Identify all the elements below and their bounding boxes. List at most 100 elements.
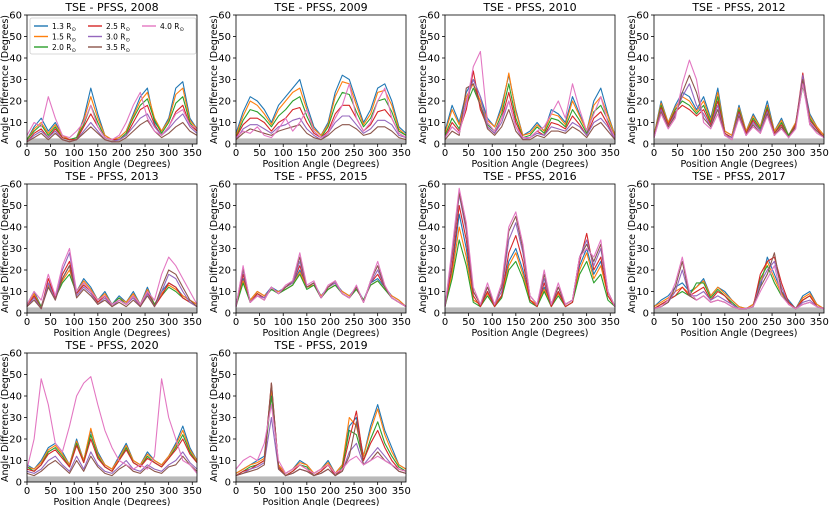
series-line-6 [235, 252, 407, 308]
x-axis-label: Position Angle (Degrees) [262, 159, 379, 170]
y-tick-label: 10 [9, 456, 22, 467]
x-tick-label: 100 [274, 148, 293, 159]
baseline-band [27, 138, 197, 144]
y-axis-label: Angle Difference (Degrees) [627, 184, 638, 313]
series-line-5 [26, 119, 198, 143]
y-tick-label: 40 [218, 392, 231, 403]
x-axis-label: Position Angle (Degrees) [471, 328, 588, 339]
x-tick-label: 250 [345, 317, 364, 328]
legend-label-text: 3.5 R [106, 43, 126, 52]
series-line-5 [235, 382, 407, 477]
x-tick-label: 300 [577, 317, 596, 328]
x-tick-label: 300 [786, 148, 805, 159]
y-tick-label: 10 [218, 456, 231, 467]
x-tick-label: 100 [483, 148, 502, 159]
y-tick-label: 20 [636, 97, 649, 108]
x-tick-label: 200 [321, 486, 340, 497]
baseline-band [654, 307, 824, 313]
legend-label-subscript: ⊙ [72, 27, 77, 33]
chart-title: TSE - PFSS, 2019 [273, 339, 367, 352]
legend-label: 3.0 R⊙ [106, 33, 130, 44]
x-tick-label: 150 [88, 148, 107, 159]
legend-label: 4.0 R⊙ [160, 22, 184, 33]
y-tick-label: 0 [434, 309, 440, 320]
legend-label-subscript: ⊙ [72, 48, 77, 54]
y-tick-label: 50 [9, 32, 22, 43]
y-tick-label: 30 [427, 244, 440, 255]
legend-label: 3.5 R⊙ [106, 43, 130, 54]
x-tick-label: 250 [763, 148, 782, 159]
x-tick-label: 150 [297, 486, 316, 497]
y-axis-label: Angle Difference (Degrees) [627, 15, 638, 144]
y-tick-label: 40 [218, 54, 231, 65]
y-tick-label: 0 [643, 309, 649, 320]
chart-panel-6: 0 50 100 150 200 250 300 350 0 10 20 30 40 50 60 TSE - … [418, 170, 620, 339]
y-axis-label: Angle Difference (Degrees) [0, 15, 11, 144]
chart-title: TSE - PFSS, 2009 [273, 1, 367, 14]
x-tick-label: 0 [24, 148, 30, 159]
y-tick-label: 60 [9, 349, 22, 360]
y-tick-label: 50 [218, 370, 231, 381]
series-line-2 [235, 91, 407, 139]
legend-label-subscript: ⊙ [180, 27, 185, 33]
y-tick-label: 40 [218, 223, 231, 234]
legend-label: 2.0 R⊙ [52, 43, 76, 54]
x-tick-label: 350 [392, 148, 411, 159]
series-line-4 [26, 451, 198, 474]
y-tick-label: 40 [427, 54, 440, 65]
y-tick-label: 60 [218, 11, 231, 22]
y-tick-label: 10 [636, 118, 649, 129]
series-line-6 [653, 59, 825, 141]
series-line-6 [26, 376, 198, 474]
y-tick-label: 30 [9, 244, 22, 255]
y-tick-label: 20 [9, 97, 22, 108]
x-tick-label: 300 [159, 148, 178, 159]
y-tick-label: 40 [427, 223, 440, 234]
x-tick-label: 200 [112, 317, 131, 328]
y-tick-label: 30 [636, 75, 649, 86]
y-tick-label: 50 [218, 201, 231, 212]
chart-panel-8: 0 50 100 150 200 250 300 350 0 10 20 30 40 50 60 TSE - … [0, 339, 202, 506]
chart-title: TSE - PFSS, 2010 [482, 1, 576, 14]
x-tick-label: 0 [651, 317, 657, 328]
chart-title: TSE - PFSS, 2008 [64, 1, 158, 14]
x-tick-label: 50 [462, 317, 475, 328]
x-tick-label: 0 [233, 486, 239, 497]
legend-label: 1.5 R⊙ [52, 33, 76, 44]
legend-label-text: 3.0 R [106, 33, 126, 42]
chart-panel-5: 0 50 100 150 200 250 300 350 0 10 20 30 40 50 60 TSE - … [209, 170, 411, 339]
baseline-band [236, 476, 406, 482]
x-tick-label: 350 [601, 148, 620, 159]
baseline-band [236, 307, 406, 313]
x-tick-label: 100 [65, 486, 84, 497]
legend-label: 1.3 R⊙ [52, 22, 76, 33]
y-tick-label: 0 [16, 309, 22, 320]
x-tick-label: 100 [274, 317, 293, 328]
y-tick-label: 30 [9, 75, 22, 86]
y-tick-label: 20 [9, 435, 22, 446]
y-tick-label: 10 [9, 118, 22, 129]
x-tick-label: 0 [233, 317, 239, 328]
y-tick-label: 10 [218, 118, 231, 129]
y-axis-label: Angle Difference (Degrees) [418, 15, 429, 144]
legend-box [29, 17, 197, 55]
y-tick-label: 10 [218, 287, 231, 298]
y-tick-label: 20 [427, 97, 440, 108]
y-tick-label: 20 [218, 97, 231, 108]
series-line-6 [653, 256, 825, 310]
x-tick-label: 250 [763, 317, 782, 328]
x-tick-label: 300 [368, 148, 387, 159]
x-tick-label: 150 [297, 148, 316, 159]
y-axis-label: Angle Difference (Degrees) [418, 184, 429, 313]
x-tick-label: 0 [651, 148, 657, 159]
series-line-0 [653, 256, 825, 310]
x-tick-label: 300 [368, 317, 387, 328]
x-tick-label: 100 [692, 148, 711, 159]
x-tick-label: 250 [554, 148, 573, 159]
y-tick-label: 50 [636, 32, 649, 43]
x-tick-label: 50 [253, 486, 266, 497]
series-line-6 [26, 247, 198, 305]
y-tick-label: 50 [636, 201, 649, 212]
baseline-band [27, 307, 197, 313]
x-axis-label: Position Angle (Degrees) [262, 497, 379, 506]
